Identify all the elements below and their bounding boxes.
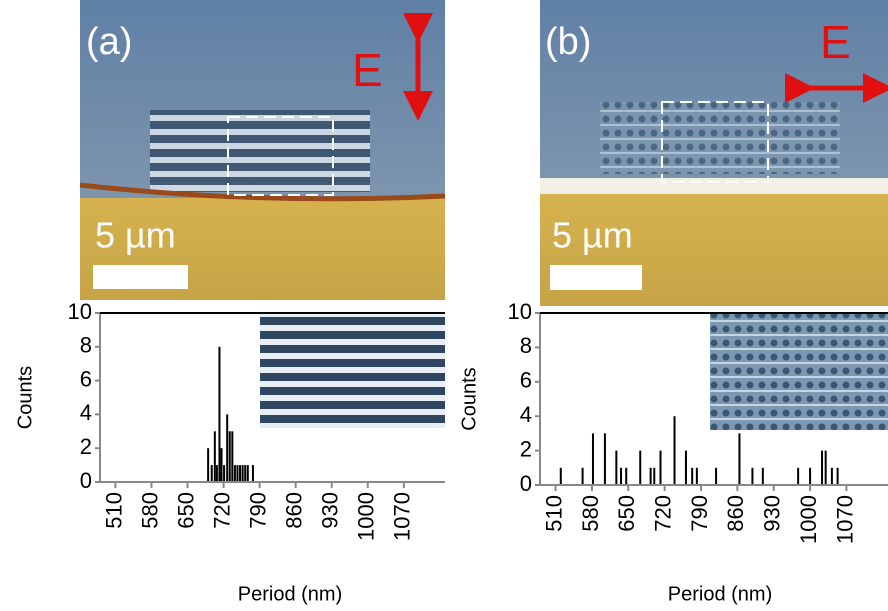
bar: [223, 465, 226, 482]
y-tick-label: 2: [80, 434, 92, 459]
x-tick-label: 650: [173, 492, 198, 529]
bar: [830, 467, 833, 485]
bar: [246, 465, 249, 482]
bar: [691, 467, 694, 485]
y-axis-label: Counts: [14, 366, 36, 429]
y-tick-label: 6: [520, 368, 532, 393]
bar: [738, 433, 741, 485]
x-tick-label: 1000: [796, 495, 821, 544]
x-tick-label: 720: [650, 495, 675, 532]
x-tick-label: 1070: [832, 495, 857, 544]
bar: [603, 433, 606, 485]
panel-label: (a): [86, 21, 132, 63]
bar: [220, 448, 223, 482]
x-tick-label: 510: [101, 492, 126, 529]
y-tick-label: 2: [520, 436, 532, 461]
x-tick-label: 860: [723, 495, 748, 532]
y-tick-label: 0: [80, 468, 92, 493]
bar: [653, 467, 656, 485]
bar: [751, 467, 754, 485]
bar: [251, 465, 254, 482]
y-tick-label: 8: [520, 333, 532, 358]
x-tick-label: 790: [687, 495, 712, 532]
y-tick-label: 10: [68, 299, 92, 324]
panel-label: (b): [545, 21, 591, 63]
bar: [226, 414, 229, 482]
y-tick-label: 8: [80, 333, 92, 358]
bar: [559, 467, 562, 485]
micrograph-a: [79, 0, 446, 300]
x-tick-label: 580: [137, 492, 162, 529]
x-tick-label: 650: [614, 495, 639, 532]
bar: [620, 467, 623, 485]
bar: [824, 450, 827, 485]
bar: [649, 467, 652, 485]
bar: [797, 467, 800, 485]
bar: [615, 450, 618, 485]
bar: [207, 448, 210, 482]
bar: [673, 416, 676, 485]
scale-label: 5 µm: [95, 215, 176, 256]
bar: [715, 467, 718, 485]
bar: [233, 465, 236, 482]
bar: [809, 467, 812, 485]
bar: [239, 465, 242, 482]
y-tick-label: 4: [520, 402, 532, 427]
x-tick-label: 580: [578, 495, 603, 532]
scale-label: 5 µm: [552, 215, 633, 256]
x-tick-label: 860: [281, 492, 306, 529]
bar: [241, 465, 244, 482]
bar: [231, 431, 234, 482]
y-axis-label: Counts: [458, 367, 480, 430]
bar: [581, 467, 584, 485]
inset-image: [260, 313, 445, 428]
y-tick-label: 0: [520, 471, 532, 496]
x-tick-label: 1070: [390, 492, 415, 541]
y-tick-label: 10: [508, 299, 532, 324]
x-tick-label: 720: [209, 492, 234, 529]
bar: [659, 450, 662, 485]
bar: [625, 467, 628, 485]
bar: [684, 450, 687, 485]
y-tick-label: 6: [80, 366, 92, 391]
bar: [215, 465, 218, 482]
bar: [639, 450, 642, 485]
x-tick-label: 510: [541, 495, 566, 532]
x-axis-label: Period (nm): [238, 583, 342, 605]
bar: [210, 465, 213, 482]
bar: [244, 465, 247, 482]
bar: [228, 431, 231, 482]
x-tick-label: 790: [245, 492, 270, 529]
x-tick-label: 1000: [354, 492, 379, 541]
field-label: E: [820, 16, 851, 68]
bar: [236, 465, 239, 482]
bar: [761, 467, 764, 485]
bar: [218, 346, 221, 482]
x-tick-label: 930: [318, 492, 343, 529]
bar: [213, 431, 216, 482]
bar: [821, 450, 824, 485]
micrograph-b: [540, 0, 888, 306]
x-axis-label: Period (nm): [668, 583, 772, 605]
x-tick-label: 930: [760, 495, 785, 532]
bar: [591, 433, 594, 485]
bar: [836, 467, 839, 485]
y-tick-label: 4: [80, 400, 92, 425]
field-label: E: [352, 44, 383, 96]
inset-image: [710, 313, 888, 430]
bar: [695, 467, 698, 485]
